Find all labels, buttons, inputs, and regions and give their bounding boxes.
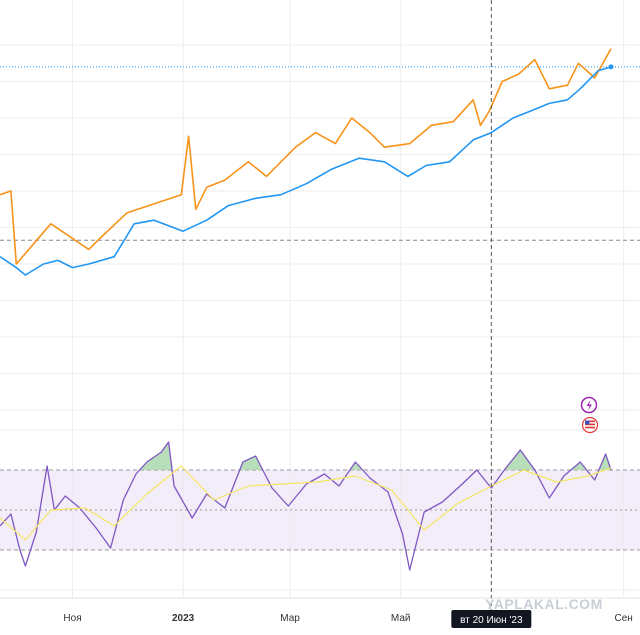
watermark-logo: YAPLAKAL.COM — [485, 596, 603, 612]
oscillator-series-group — [0, 441, 612, 571]
crosshair-date-label: вт 20 Июн '23 — [460, 615, 523, 626]
time-axis-label: Мар — [280, 613, 300, 624]
signal-line — [0, 465, 612, 541]
event-marker-flag[interactable] — [581, 416, 599, 434]
price-series-line — [0, 48, 612, 265]
time-axis-label: Ноя — [63, 613, 81, 624]
oscillator-line — [0, 441, 612, 571]
overbought-fill-area — [146, 452, 162, 470]
crosshair-date-tag-bg — [451, 610, 532, 628]
main-series-group — [0, 48, 612, 276]
lightning-glyph — [586, 400, 592, 411]
time-axis-label: 2023 — [172, 613, 195, 624]
overbought-fill-area — [242, 456, 256, 470]
event-marker-flash[interactable] — [580, 396, 598, 414]
grid-lines — [0, 0, 640, 598]
overbought-fills — [46, 442, 611, 470]
time-axis: Ноя 2023 Мар Май Сен — [0, 597, 640, 624]
time-axis-label: Сен — [615, 613, 633, 624]
time-axis-label: Май — [391, 613, 411, 624]
last-price-marker — [608, 64, 614, 70]
crosshair-date-tag: вт 20 Июн '23 — [451, 610, 532, 628]
index-series-line — [0, 66, 612, 276]
overbought-fill-area — [161, 442, 169, 470]
